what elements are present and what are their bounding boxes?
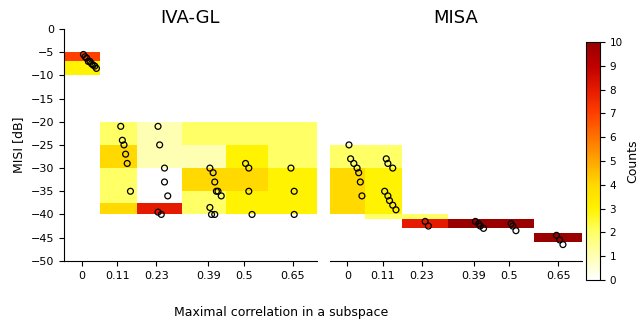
Bar — [182, 168, 226, 191]
Bar — [100, 203, 137, 214]
Point — [555, 237, 565, 242]
Point — [159, 179, 170, 185]
Bar — [137, 203, 182, 214]
Point — [210, 179, 220, 185]
Bar — [226, 168, 268, 191]
Point — [163, 193, 173, 198]
Point — [383, 193, 393, 198]
Bar — [268, 191, 317, 214]
Point — [286, 166, 296, 171]
Point — [125, 189, 136, 194]
Point — [120, 152, 131, 157]
Point — [357, 193, 367, 198]
Bar — [365, 168, 403, 191]
Bar — [268, 145, 317, 168]
Point — [551, 233, 561, 238]
Title: IVA-GL: IVA-GL — [161, 9, 220, 27]
Point — [511, 228, 521, 233]
Y-axis label: Counts: Counts — [627, 139, 640, 183]
Point — [244, 189, 254, 194]
Point — [156, 212, 166, 217]
Bar — [64, 62, 100, 75]
Point — [344, 142, 354, 147]
Point — [506, 221, 516, 226]
Bar — [330, 145, 403, 168]
Bar — [182, 191, 226, 214]
Point — [213, 189, 223, 194]
Point — [154, 142, 164, 147]
Point — [420, 219, 430, 224]
Text: Maximal correlation in a subspace: Maximal correlation in a subspace — [175, 306, 388, 319]
Point — [355, 179, 365, 185]
Point — [208, 170, 218, 175]
Point — [349, 161, 359, 166]
Point — [206, 212, 216, 217]
Y-axis label: MISI [dB]: MISI [dB] — [12, 117, 25, 173]
Bar — [100, 122, 137, 145]
Point — [289, 189, 300, 194]
Point — [241, 161, 251, 166]
Point — [247, 212, 257, 217]
Point — [211, 189, 221, 194]
Point — [289, 212, 300, 217]
Bar — [330, 168, 365, 191]
Point — [210, 212, 220, 217]
Point — [81, 56, 92, 61]
Point — [478, 226, 488, 231]
Bar — [365, 191, 403, 214]
Point — [92, 66, 102, 71]
Point — [119, 142, 129, 147]
Point — [244, 166, 254, 171]
Bar — [448, 219, 534, 228]
Point — [383, 161, 393, 166]
Bar — [226, 145, 268, 168]
Point — [388, 166, 398, 171]
Point — [153, 124, 163, 129]
Bar — [534, 233, 582, 242]
Bar — [64, 52, 100, 62]
Bar — [182, 145, 226, 168]
Bar — [182, 122, 317, 145]
Point — [558, 242, 568, 247]
Point — [470, 219, 481, 224]
Point — [159, 166, 170, 171]
Bar — [268, 168, 317, 191]
Bar — [100, 145, 137, 168]
Point — [88, 62, 99, 68]
Point — [205, 166, 215, 171]
Point — [381, 156, 392, 161]
Point — [122, 161, 132, 166]
Bar — [100, 168, 137, 203]
Bar — [137, 122, 182, 168]
Bar — [226, 191, 268, 214]
Point — [216, 193, 227, 198]
Point — [90, 63, 100, 69]
Point — [80, 54, 90, 59]
Point — [380, 189, 390, 194]
Point — [117, 138, 127, 143]
Point — [346, 156, 356, 161]
Point — [352, 166, 362, 171]
Point — [508, 223, 518, 229]
Point — [423, 223, 433, 229]
Point — [391, 207, 401, 213]
Point — [385, 198, 395, 203]
Point — [475, 223, 485, 229]
Point — [388, 203, 398, 208]
Point — [86, 61, 97, 66]
Point — [205, 205, 215, 210]
Point — [116, 124, 126, 129]
Point — [153, 210, 163, 215]
Bar — [330, 191, 365, 214]
Title: MISA: MISA — [433, 9, 478, 27]
Point — [474, 221, 484, 226]
Bar — [403, 219, 448, 228]
Bar — [365, 214, 448, 219]
Point — [83, 59, 93, 64]
Point — [353, 170, 364, 175]
Point — [78, 52, 88, 57]
Point — [85, 59, 95, 64]
